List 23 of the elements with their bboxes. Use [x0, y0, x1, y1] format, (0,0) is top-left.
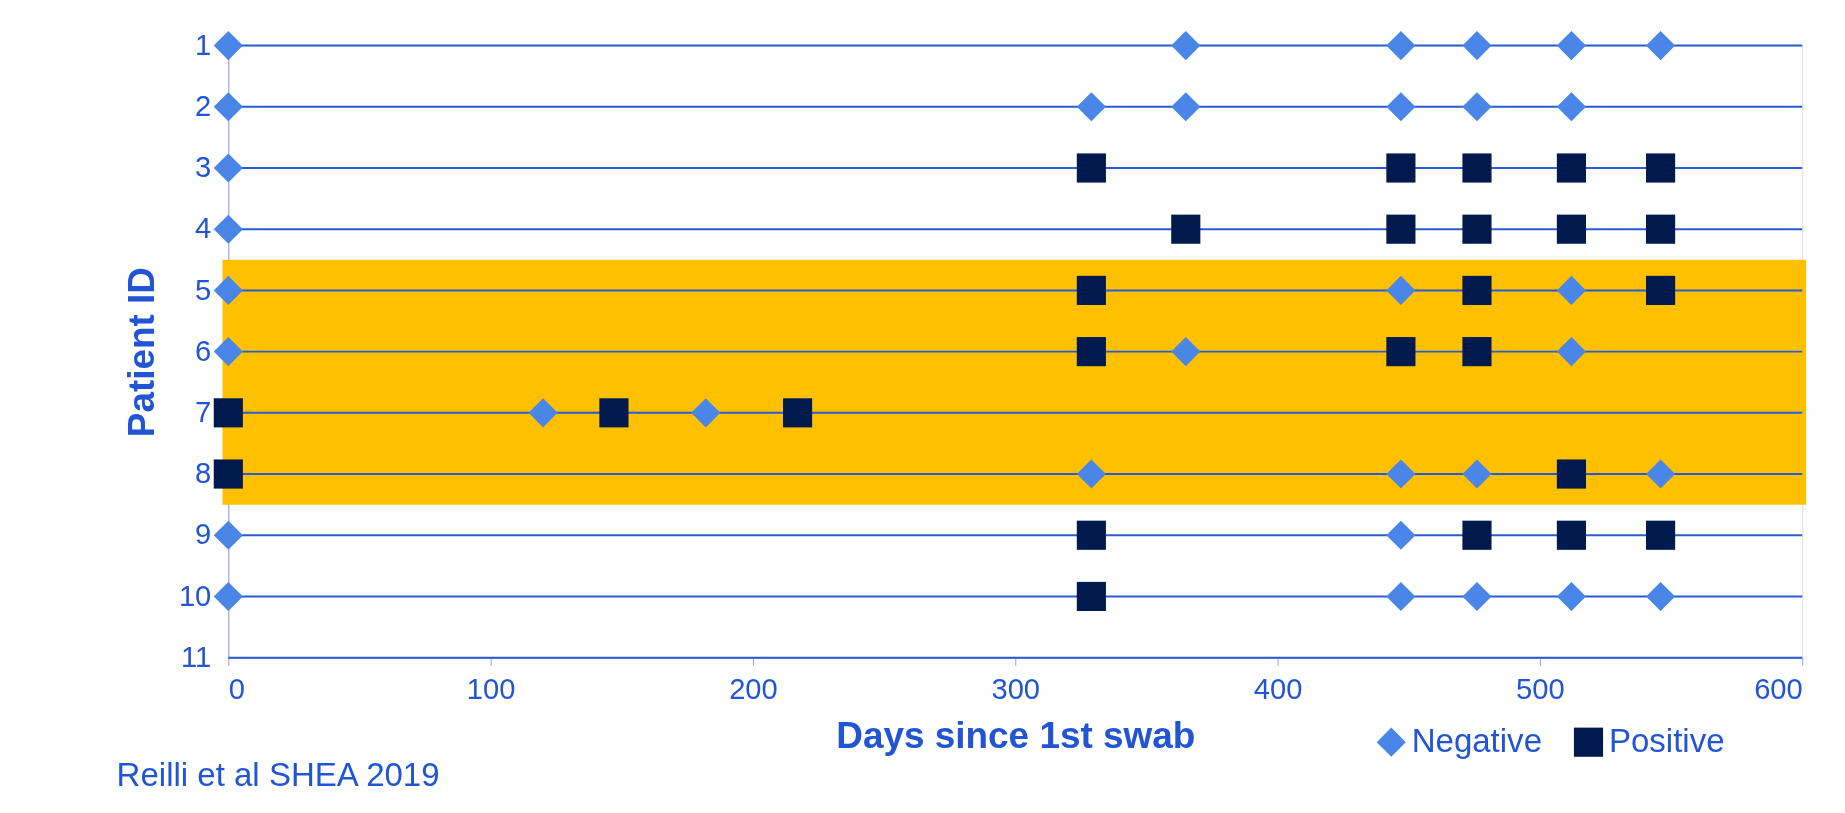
legend-label: Negative [1411, 721, 1542, 759]
y-tick-label: 8 [195, 457, 212, 490]
x-tick-label: 100 [466, 672, 516, 705]
y-tick-label: 1 [195, 28, 212, 61]
x-tick-label: 400 [1253, 672, 1303, 705]
x-axis-title: Days since 1st swab [836, 714, 1196, 756]
y-tick-label: 6 [195, 334, 212, 367]
y-tick-label: 2 [195, 90, 212, 123]
text: Reilli et al SHEA 2019 [116, 755, 440, 793]
legend-label: Positive [1608, 721, 1725, 759]
y-tick-label: 4 [195, 212, 212, 245]
y-tick-label: 7 [195, 396, 212, 429]
x-tick-label: 600 [1754, 672, 1803, 705]
y-tick-label: 5 [195, 273, 212, 306]
x-tick-label: 200 [729, 672, 778, 705]
x-tick-label: 0 [228, 672, 246, 705]
y-tick-label: 10 [178, 579, 212, 612]
x-tick-label: 500 [1516, 672, 1565, 705]
y-tick-label: 3 [195, 151, 212, 184]
y-tick-label: 11 [181, 640, 212, 673]
y-axis-title: Patient ID [120, 267, 162, 438]
y-tick-label: 9 [195, 518, 212, 551]
x-tick-label: 300 [991, 672, 1041, 705]
